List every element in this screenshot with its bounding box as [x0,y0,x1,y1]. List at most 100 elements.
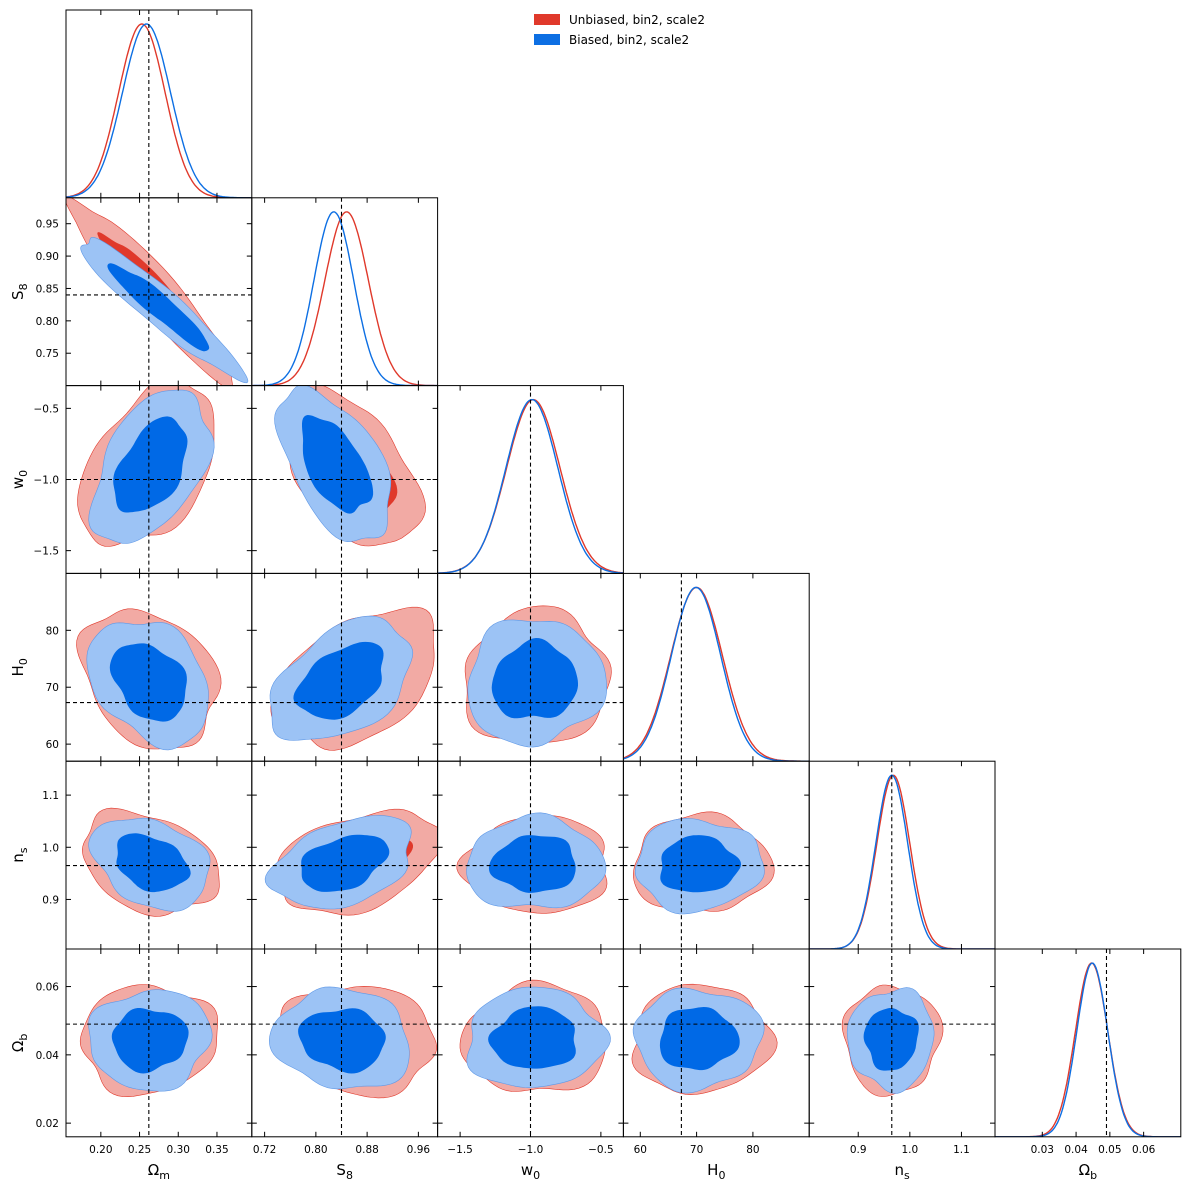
marginal-curve-biased-H0 [623,586,810,762]
x-axis-label-Ob: Ωb [1079,1161,1097,1182]
x-tick-label-Om: 0.25 [128,1144,151,1156]
panel-content [66,949,252,1137]
panel-S8-Ob: 0.72 0.80 0.88 0.96 S8 [251,948,439,1182]
panel-frame [251,197,439,387]
panel-Om-ns: 0.9 1.0 1.1 ns [9,760,253,950]
panel-content [437,385,624,574]
panel-frame [808,760,996,950]
panel-content [66,10,252,198]
y-tick-label-S8: 0.95 [36,219,59,231]
panel-H0-ns [622,760,810,950]
panel-content [995,949,1181,1137]
panel-S8-ns [251,760,439,950]
panel-H0-H0 [622,572,810,762]
panel-Ob-Ob: 0.03 0.04 0.05 0.06 Ωb [994,948,1182,1182]
marginal-curve-biased-S8 [251,211,438,386]
panel-content [251,949,438,1137]
contour-biased-68 [659,1007,740,1071]
y-axis-label-ns: ns [9,847,30,863]
marginal-curve-unbiased-Om [66,23,252,198]
marginal-curve-unbiased-Ob [995,962,1181,1137]
x-tick-label-Om: 0.35 [205,1144,228,1156]
panel-content [437,761,624,949]
panel-content [809,761,995,950]
marginal-curve-biased-Om [66,23,252,198]
panel-Om-w0: −1.5 −1.0 −0.5 w0 [9,385,253,574]
x-tick-label-ns: 1.0 [901,1144,918,1156]
x-tick-label-ns: 0.9 [850,1144,867,1156]
x-tick-label-Ob: 0.06 [1132,1144,1156,1156]
y-tick-label-ns: 1.0 [42,842,59,854]
contour-biased-68 [107,263,210,352]
panel-content [437,573,624,762]
y-tick-label-H0: 70 [46,682,59,694]
y-axis-label-S8: S8 [9,283,30,300]
panel-Om-S8: 0.75 0.80 0.85 0.90 0.95 S8 [9,197,253,387]
panel-Om-H0: 60 70 80 H0 [9,572,253,762]
legend-swatch-biased [534,34,560,45]
x-axis-label-S8: S8 [336,1161,353,1182]
panel-content [66,197,252,386]
contour-biased-68 [116,833,191,893]
y-tick-label-Ob: 0.02 [36,1118,59,1130]
panel-ns-Ob: 0.9 1.0 1.1 ns [808,948,996,1182]
contour-biased-68 [488,1006,576,1069]
panel-content [251,573,438,762]
marginal-curve-unbiased-S8 [251,211,438,386]
panel-w0-ns [437,760,624,950]
marginal-curve-unbiased-H0 [623,586,810,762]
panel-content [251,761,438,949]
panel-H0-Ob: 60 70 80 H0 [622,948,810,1182]
panel-content [623,573,810,762]
y-axis-label-H0: H0 [9,658,30,676]
x-tick-label-H0: 70 [690,1144,703,1156]
x-tick-label-ns: 1.1 [953,1144,970,1156]
y-tick-label-w0: −1.5 [34,546,60,558]
panel-Om-Ob: 0.20 0.25 0.30 0.35 Ωm 0.02 0.04 0.06 Ωb [9,948,253,1182]
x-axis-label-ns: ns [894,1161,910,1182]
panel-content [66,761,252,949]
y-tick-label-w0: −0.5 [34,403,60,415]
marginal-curve-unbiased-ns [809,774,995,950]
y-tick-label-S8: 0.75 [36,348,59,360]
y-tick-label-Ob: 0.04 [36,1050,60,1062]
x-tick-label-w0: −1.5 [447,1144,473,1156]
panel-content [66,385,252,574]
x-tick-label-Ob: 0.05 [1098,1144,1121,1156]
x-tick-label-H0: 60 [634,1144,647,1156]
panel-content [809,949,995,1137]
marginal-curve-biased-Ob [995,962,1181,1137]
panel-w0-Ob: −1.5 −1.0 −0.5 w0 [437,948,624,1182]
x-tick-label-H0: 80 [746,1144,759,1156]
panel-content [437,949,624,1137]
x-tick-label-S8: 0.88 [355,1144,378,1156]
panel-frame [65,9,253,199]
legend-label-biased: Biased, bin2, scale2 [569,33,689,47]
panel-w0-H0 [437,572,624,762]
legend-label-unbiased: Unbiased, bin2, scale2 [569,13,705,27]
panels: 0.75 0.80 0.85 0.90 0.95 S8 −1.5 −1.0 −0.5 w0 60 70… [9,9,1182,1182]
y-tick-label-H0: 80 [46,625,59,637]
contour-biased-68 [660,835,741,893]
x-tick-label-Ob: 0.03 [1031,1144,1054,1156]
contour-biased-68 [113,416,188,513]
panel-frame [994,948,1182,1138]
y-tick-label-Ob: 0.06 [36,982,60,994]
panel-ns-ns [808,760,996,950]
x-tick-label-S8: 0.72 [253,1144,276,1156]
panel-content [251,385,438,574]
x-tick-label-Om: 0.20 [89,1144,112,1156]
x-tick-label-S8: 0.80 [304,1144,327,1156]
x-tick-label-w0: −1.0 [518,1144,544,1156]
panel-S8-S8 [251,197,439,387]
panel-content [251,197,438,386]
y-tick-label-S8: 0.80 [36,316,59,328]
panel-S8-H0 [251,572,439,762]
y-axis-label-Ob: Ωb [9,1034,30,1052]
x-tick-label-w0: −0.5 [588,1144,614,1156]
legend-swatch-unbiased [534,14,560,25]
y-tick-label-w0: −1.0 [34,475,60,487]
x-tick-label-Ob: 0.04 [1064,1144,1088,1156]
